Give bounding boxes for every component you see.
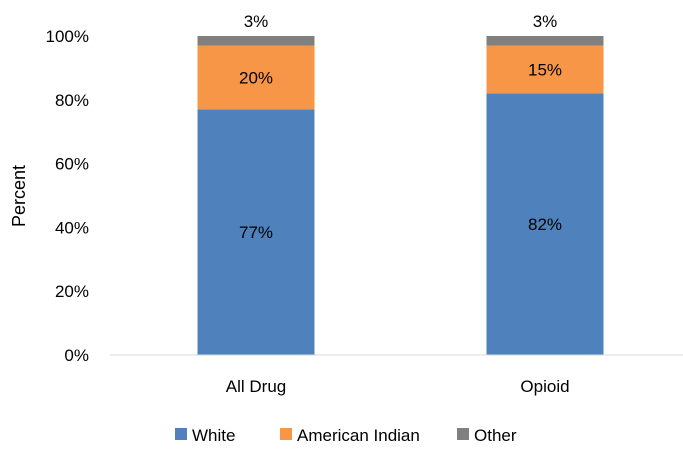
legend-swatch-american-indian [280,428,292,440]
y-tick-label: 0% [64,346,89,365]
data-label: 20% [239,68,273,87]
y-tick-label: 60% [55,155,89,174]
bar-segment-white [486,93,604,356]
x-tick-label: All Drug [226,377,286,396]
y-tick-label: 20% [55,282,89,301]
data-label: 15% [528,60,562,79]
data-label: 3% [244,12,269,31]
bar-segment-other [486,36,604,46]
data-label: 3% [533,12,558,31]
x-tick-label: Opioid [520,377,569,396]
legend-swatch-other [457,428,469,440]
legend-label: White [192,426,235,445]
y-tick-label: 100% [46,27,89,46]
bar-segment-white [197,109,315,356]
y-tick-label: 40% [55,218,89,237]
data-label: 82% [528,215,562,234]
legend: White American Indian Other [175,426,517,445]
plot-area: 0% 20% 40% 60% 80% 100% 77% 20% 3% All Drug 82% 15%… [46,12,683,396]
legend-label: American Indian [297,426,420,445]
data-label: 77% [239,223,273,242]
y-tick-label: 80% [55,91,89,110]
legend-swatch-white [175,428,187,440]
legend-label: Other [474,426,517,445]
bar-segment-other [197,36,315,46]
bar-segment-american-indian [197,45,315,110]
bar-segment-american-indian [486,45,604,94]
y-axis-label: Percent [9,165,29,227]
